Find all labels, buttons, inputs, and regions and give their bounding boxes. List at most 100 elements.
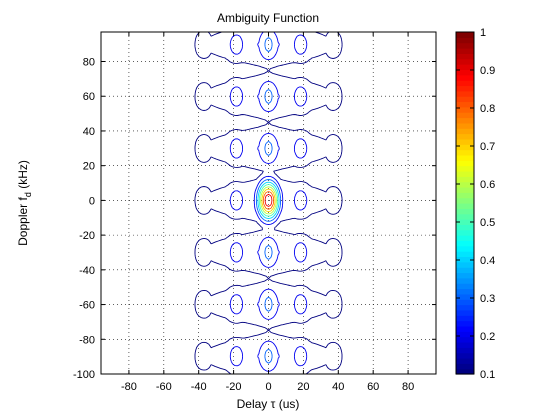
contour-level-0.4 <box>257 181 280 220</box>
x-tick-label: -20 <box>226 381 242 393</box>
colorbar-swatch <box>456 101 474 108</box>
contour-level-0.5 <box>258 184 279 217</box>
y-tick-label: -20 <box>79 230 95 242</box>
colorbar-swatch <box>456 245 474 252</box>
grid-lines <box>101 32 436 375</box>
colorbar-swatch <box>456 96 474 103</box>
colorbar-swatch <box>456 48 474 54</box>
colorbar-frame <box>455 31 475 375</box>
contour-level-0.3 <box>255 37 282 364</box>
contour-level-0.1 <box>194 32 343 374</box>
colorbar-swatch <box>456 352 474 359</box>
colorbar-swatch <box>456 325 474 332</box>
y-tick-label: -80 <box>79 334 95 346</box>
colorbar-tick-label: 1 <box>480 27 486 39</box>
colorbar-swatch <box>456 288 474 295</box>
colorbar-swatch <box>456 229 474 236</box>
colorbar-swatch <box>456 304 474 311</box>
chart-title: Ambiguity Function <box>217 11 319 25</box>
contour-level-0.6 <box>260 186 277 215</box>
y-tick-label: 60 <box>83 91 95 103</box>
y-tick-label: 80 <box>83 57 95 69</box>
y-tick-label: 0 <box>89 195 95 207</box>
colorbar-swatch <box>456 197 474 204</box>
colorbar-tick-label: 0.5 <box>480 217 495 229</box>
y-axis-label-main: Doppler f <box>16 197 30 246</box>
colorbar-swatch <box>456 299 474 306</box>
x-tick-label: 80 <box>402 381 414 393</box>
colorbar-swatch <box>456 267 474 274</box>
x-tick-label: -40 <box>191 381 207 393</box>
y-tick-label: -60 <box>79 300 95 312</box>
colorbar-swatch <box>456 160 474 167</box>
colorbar-swatch <box>456 261 474 268</box>
colorbar-swatch <box>456 203 474 209</box>
x-axis-ticks: -80 -60 -40 -20 0 20 40 60 80 <box>121 32 414 393</box>
y-tick-label: -40 <box>79 265 95 277</box>
colorbar-tick-label: 0.1 <box>480 369 495 381</box>
colorbar-swatch <box>456 357 474 364</box>
colorbar-swatch <box>456 320 474 327</box>
colorbar-swatch <box>456 240 474 247</box>
colorbar-swatch <box>456 235 474 242</box>
colorbar-swatch <box>456 80 474 87</box>
colorbar-swatch <box>456 176 474 183</box>
colorbar-swatch <box>456 53 474 60</box>
colorbar-swatch <box>456 32 474 38</box>
x-tick-label: 40 <box>332 381 344 393</box>
colorbar-tick-label: 0.2 <box>480 331 495 343</box>
x-tick-label: 60 <box>367 381 379 393</box>
x-tick-label: 20 <box>297 381 309 393</box>
colorbar-swatch <box>456 186 474 193</box>
colorbar-swatch <box>456 347 474 354</box>
colorbar-tick-label: 0.3 <box>480 293 495 305</box>
contour-level-0.7 <box>261 188 276 213</box>
colorbar-tick-label: 0.8 <box>480 103 495 115</box>
colorbar-swatch <box>456 128 474 135</box>
colorbar-swatch <box>456 283 474 290</box>
x-tick-label: -60 <box>156 381 172 393</box>
colorbar-tick-label: 0.7 <box>480 141 495 153</box>
colorbar-swatch <box>456 106 474 113</box>
y-axis-ticks: -100 -80 -60 -40 -20 0 20 40 60 80 <box>73 57 436 381</box>
colorbar-swatch <box>456 64 474 71</box>
colorbar-swatch <box>456 315 474 322</box>
x-tick-label: -80 <box>121 381 137 393</box>
colorbar-swatch <box>456 122 474 129</box>
contour-lines <box>194 32 343 374</box>
colorbar-swatch <box>456 341 474 348</box>
y-tick-label: -100 <box>73 369 95 381</box>
colorbar-swatch <box>456 154 474 161</box>
colorbar-tick-label: 0.9 <box>480 65 495 77</box>
colorbar-swatch <box>456 363 474 370</box>
y-axis-label: Doppler fd (kHz) <box>16 160 33 246</box>
colorbar-swatch <box>456 368 474 375</box>
colorbar-swatch <box>456 144 474 151</box>
x-tick-label: 0 <box>265 381 271 393</box>
colorbar-swatch <box>456 90 474 97</box>
colorbar-swatch <box>456 251 474 258</box>
colorbar-swatch <box>456 309 474 316</box>
colorbar-swatch <box>456 272 474 279</box>
contour-level-0.8 <box>262 191 275 210</box>
x-axis-label: Delay τ (us) <box>237 397 300 411</box>
colorbar: 0.1 0.2 0.3 0.4 0.5 0.6 0.7 0.8 0.9 1 <box>455 27 495 381</box>
contour-level-0.9 <box>264 193 273 207</box>
colorbar-swatch <box>456 213 474 220</box>
colorbar-swatch <box>456 42 474 49</box>
colorbar-swatch <box>456 277 474 284</box>
colorbar-swatch <box>456 293 474 300</box>
colorbar-swatch <box>456 37 474 44</box>
colorbar-swatch <box>456 85 474 92</box>
colorbar-swatch <box>456 331 474 338</box>
colorbar-swatch <box>456 256 474 263</box>
colorbar-swatch <box>456 69 474 76</box>
colorbar-swatch <box>456 170 474 177</box>
colorbar-swatch <box>456 149 474 156</box>
colorbar-swatch <box>456 181 474 188</box>
colorbar-swatch <box>456 192 474 199</box>
colorbar-swatch <box>456 224 474 231</box>
colorbar-swatch <box>456 74 474 81</box>
colorbar-swatch <box>456 117 474 124</box>
